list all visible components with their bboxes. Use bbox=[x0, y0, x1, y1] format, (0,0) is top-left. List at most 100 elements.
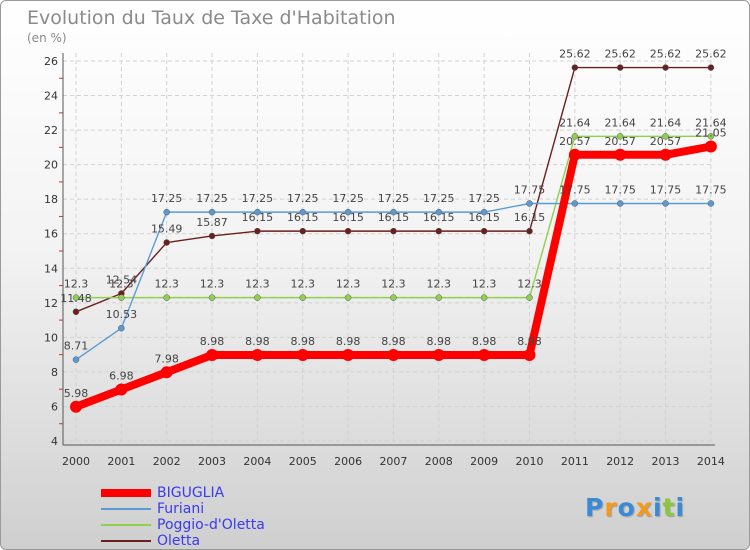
data-point bbox=[251, 348, 264, 361]
y-tick-label: 26 bbox=[44, 55, 58, 68]
data-label: 25.62 bbox=[650, 48, 682, 61]
data-point bbox=[616, 64, 624, 71]
data-label: 11.48 bbox=[60, 292, 92, 305]
x-tick-label: 2014 bbox=[697, 455, 725, 468]
data-label: 16.15 bbox=[332, 211, 364, 224]
data-point bbox=[478, 348, 491, 361]
data-label: 8.98 bbox=[427, 335, 452, 348]
data-label: 17.25 bbox=[332, 192, 364, 205]
y-tick-label: 22 bbox=[44, 124, 58, 137]
x-tick-label: 2013 bbox=[652, 455, 680, 468]
y-tick-label: 12 bbox=[44, 297, 58, 310]
data-label: 20.57 bbox=[650, 135, 682, 148]
data-point bbox=[662, 64, 669, 71]
data-point bbox=[480, 294, 488, 301]
data-label: 16.15 bbox=[378, 211, 410, 224]
legend-item: Poggio-d'Oletta bbox=[101, 517, 361, 533]
data-label: 17.25 bbox=[468, 192, 500, 205]
data-label: 8.98 bbox=[381, 335, 406, 348]
data-point bbox=[70, 400, 82, 413]
data-label: 20.57 bbox=[559, 135, 591, 148]
data-label: 7.98 bbox=[154, 352, 179, 365]
logo-letter: x bbox=[635, 493, 653, 522]
data-point bbox=[206, 348, 219, 361]
data-point bbox=[208, 232, 216, 240]
data-label: 8.71 bbox=[64, 340, 89, 353]
data-point bbox=[526, 227, 533, 235]
data-point bbox=[390, 208, 397, 216]
y-tick-label: 4 bbox=[51, 435, 58, 448]
x-tick-label: 2011 bbox=[561, 455, 589, 468]
data-label: 8.98 bbox=[200, 335, 225, 348]
data-label: 6.98 bbox=[109, 370, 134, 383]
logo-letter: i bbox=[653, 493, 663, 522]
data-point bbox=[118, 324, 125, 332]
data-label: 12.3 bbox=[109, 278, 134, 291]
data-point bbox=[571, 133, 579, 140]
legend-item: Furiani bbox=[101, 501, 361, 517]
data-point bbox=[435, 208, 443, 216]
chart-title: Evolution du Taux de Taxe d'Habitation bbox=[27, 7, 396, 29]
data-point bbox=[254, 227, 261, 235]
logo-letter: P bbox=[585, 493, 605, 522]
data-label: 17.25 bbox=[287, 192, 319, 205]
data-label: 12.3 bbox=[381, 278, 406, 291]
legend: BIGUGLIA Furiani Poggio-d'Oletta Oletta bbox=[101, 485, 361, 549]
data-point bbox=[432, 348, 445, 361]
legend-item: BIGUGLIA bbox=[101, 485, 361, 501]
data-label: 25.62 bbox=[604, 48, 636, 61]
y-tick-label: 18 bbox=[44, 193, 58, 206]
data-label: 17.25 bbox=[378, 192, 410, 205]
data-label: 8.98 bbox=[336, 335, 361, 348]
data-point bbox=[163, 208, 170, 216]
x-tick-label: 2003 bbox=[198, 455, 226, 468]
data-label: 12.3 bbox=[336, 278, 361, 291]
data-point bbox=[115, 383, 128, 396]
data-point bbox=[72, 356, 80, 363]
data-label: 12.3 bbox=[245, 278, 270, 291]
data-label: 16.15 bbox=[242, 211, 274, 224]
data-point bbox=[72, 308, 80, 316]
data-point bbox=[707, 200, 715, 207]
y-tick-label: 10 bbox=[44, 331, 58, 344]
y-tick-label: 6 bbox=[51, 400, 58, 413]
data-label: 12.3 bbox=[517, 278, 542, 291]
legend-swatch bbox=[101, 508, 151, 510]
data-point bbox=[344, 227, 352, 235]
data-label: 25.62 bbox=[695, 48, 727, 61]
data-label: 8.98 bbox=[517, 335, 542, 348]
chart-unit-label: (en %) bbox=[27, 31, 67, 45]
data-point bbox=[707, 133, 715, 140]
x-tick-label: 2007 bbox=[379, 455, 407, 468]
data-point bbox=[571, 64, 579, 71]
x-tick-label: 2001 bbox=[107, 455, 135, 468]
data-point bbox=[299, 294, 306, 301]
data-label: 16.15 bbox=[468, 211, 500, 224]
legend-label: Furiani bbox=[157, 501, 205, 517]
x-tick-label: 2010 bbox=[516, 455, 544, 468]
data-label: 17.25 bbox=[423, 192, 455, 205]
data-point bbox=[568, 148, 581, 161]
data-point bbox=[299, 208, 306, 216]
legend-swatch bbox=[101, 524, 151, 526]
y-tick-label: 24 bbox=[44, 90, 58, 103]
data-point bbox=[435, 294, 443, 301]
y-tick-label: 14 bbox=[44, 262, 58, 275]
data-label: 17.75 bbox=[695, 184, 727, 197]
legend-swatch bbox=[101, 540, 151, 542]
y-tick-label: 16 bbox=[44, 228, 58, 241]
data-point bbox=[616, 200, 624, 207]
data-label: 21.64 bbox=[650, 116, 682, 129]
y-tick-label: 8 bbox=[51, 366, 58, 379]
data-point bbox=[160, 366, 173, 379]
data-point bbox=[254, 294, 261, 301]
legend-label: Poggio-d'Oletta bbox=[157, 517, 265, 533]
logo-letter: i bbox=[675, 493, 686, 522]
data-point bbox=[480, 208, 488, 216]
x-tick-label: 2002 bbox=[153, 455, 181, 468]
data-label: 12.3 bbox=[154, 278, 179, 291]
data-point bbox=[208, 294, 216, 301]
data-point bbox=[118, 294, 125, 301]
data-point bbox=[344, 208, 352, 216]
series-lines bbox=[70, 64, 717, 413]
